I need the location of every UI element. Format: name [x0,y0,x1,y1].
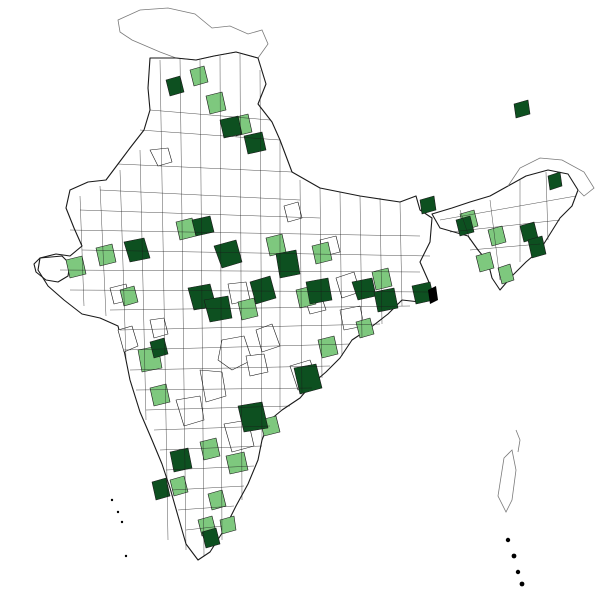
medium-districts [65,65,515,537]
gujarat-coast [33,255,71,283]
disputed-region-outline [117,7,269,61]
northeast-base [431,169,579,291]
mainland-base [37,51,435,561]
northeast-outline-top [507,157,595,197]
district-boundaries [59,53,577,557]
island-markers [110,286,525,587]
